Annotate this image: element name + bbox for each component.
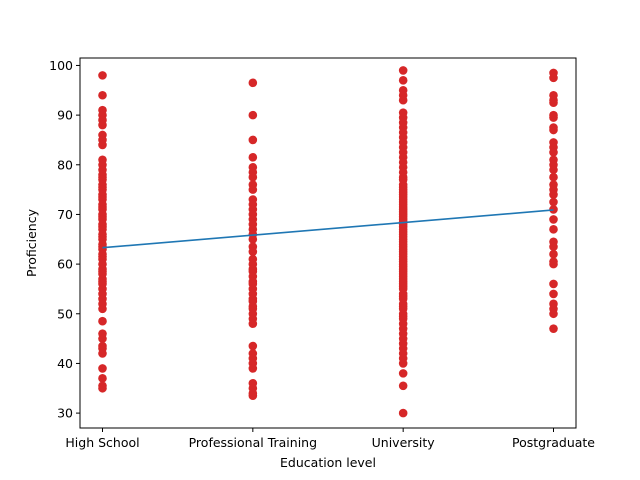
data-point (248, 247, 258, 256)
data-point (248, 78, 258, 88)
data-point (549, 125, 558, 135)
points-layer (98, 66, 558, 418)
data-point (549, 172, 558, 182)
data-point (549, 190, 558, 199)
trend-line (102, 209, 554, 249)
data-point (549, 309, 558, 319)
data-point (248, 341, 258, 351)
x-axis-label: Education level (280, 455, 376, 470)
data-point (549, 324, 558, 333)
data-point (98, 304, 107, 314)
data-point (549, 279, 558, 289)
data-point (398, 76, 408, 85)
plot-frame (79, 57, 577, 429)
data-point (98, 140, 107, 150)
data-point (248, 135, 258, 145)
trend-layer (102, 209, 554, 249)
data-point (549, 289, 558, 299)
data-point (98, 90, 107, 100)
data-point (549, 225, 558, 234)
data-point (549, 242, 558, 252)
data-point (549, 148, 558, 157)
x-tick-label: University (372, 435, 436, 450)
x-tick-label: Postgraduate (512, 435, 595, 450)
data-point (98, 383, 107, 393)
data-point (248, 364, 258, 373)
data-point (549, 113, 558, 122)
data-point (248, 153, 258, 162)
data-point (549, 98, 558, 107)
data-point (398, 95, 408, 105)
y-tick-label: 90 (57, 108, 73, 123)
data-point (398, 369, 408, 378)
y-tick-label: 70 (57, 207, 73, 222)
data-point (398, 408, 408, 418)
data-point (98, 374, 107, 383)
data-point (98, 334, 107, 343)
data-point (248, 172, 258, 182)
data-point (248, 319, 258, 329)
data-point (398, 66, 408, 75)
data-point (98, 316, 107, 326)
y-axis-label: Proficiency (24, 208, 39, 277)
data-point (98, 364, 107, 373)
data-point (549, 197, 558, 207)
data-point (549, 215, 558, 224)
y-tick-label: 80 (57, 157, 73, 172)
y-tick-label: 50 (57, 306, 73, 321)
y-tick-label: 40 (57, 356, 73, 371)
data-point (98, 120, 107, 130)
y-tick-label: 100 (49, 58, 73, 73)
data-point (248, 185, 258, 194)
y-tick-label: 60 (57, 257, 73, 272)
data-point (98, 349, 107, 358)
data-point (248, 234, 258, 244)
data-point (549, 73, 558, 83)
data-point (549, 249, 558, 259)
data-point (398, 359, 408, 368)
data-point (98, 71, 107, 80)
data-point (248, 110, 258, 120)
x-tick-label: Professional Training (189, 435, 317, 450)
x-axis: High School Professional Training Universi… (65, 428, 595, 450)
y-axis: 30 40 50 60 70 80 90 100 (49, 58, 80, 421)
x-tick-label: High School (65, 435, 139, 450)
data-point (549, 165, 558, 175)
data-point (398, 381, 408, 391)
y-tick-label: 30 (57, 406, 73, 421)
data-point (549, 205, 558, 214)
data-point (549, 259, 558, 269)
data-point (248, 391, 258, 401)
